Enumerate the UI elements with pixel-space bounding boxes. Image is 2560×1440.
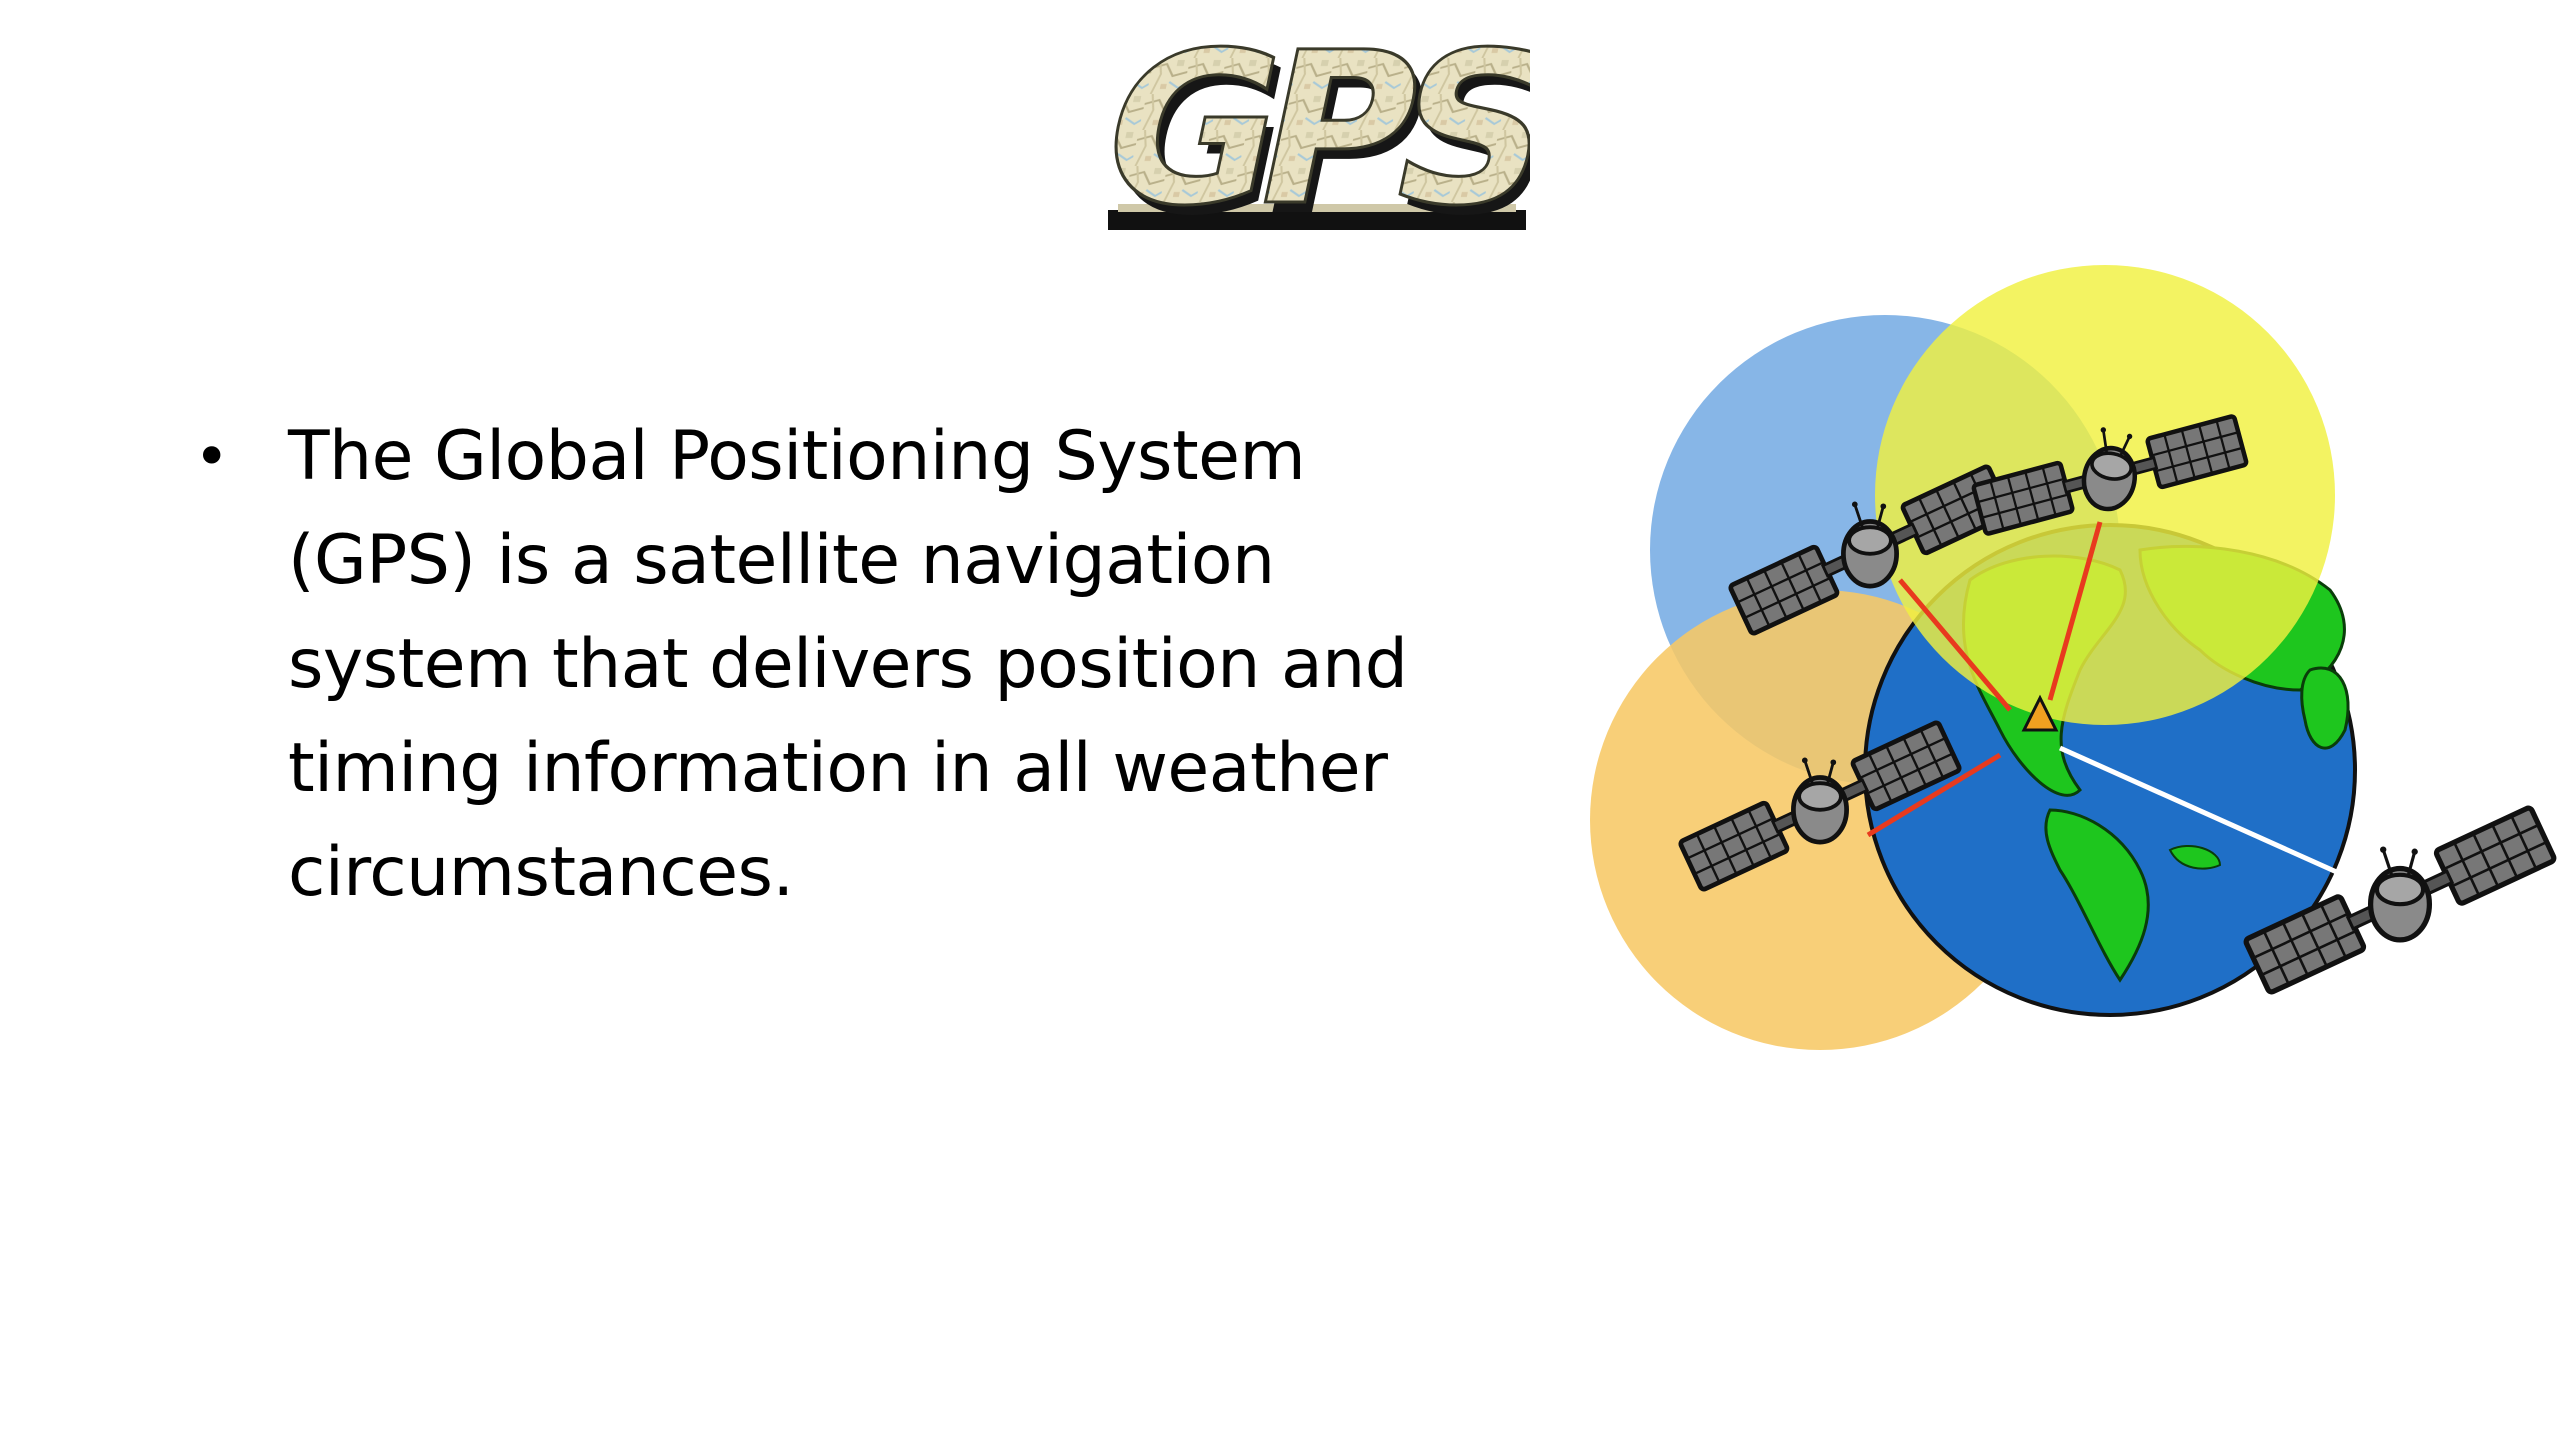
bullet-line: timing information in all weather [288,729,1388,808]
signal-lines [1866,521,2352,881]
receiver-marker [2021,694,2059,732]
bullet-item: • The Global Positioning System (GPS) is… [180,405,1500,925]
svg-text:GPS: GPS [1090,22,1530,252]
bullet-line: The Global Positioning System [288,417,1306,496]
bullet-line: system that delivers position and [288,625,1408,704]
bullet-line: circumstances. [288,833,794,912]
bullet-text: The Global Positioning System (GPS) is a… [288,405,1500,925]
bullet-line: (GPS) is a satellite navigation [288,521,1275,600]
gps-illustration [1590,265,2560,1050]
bullet-list: • The Global Positioning System (GPS) is… [180,405,1500,925]
bullet-marker: • [194,422,229,492]
gps-logo: GPS GPS [1090,22,1530,262]
svg-text:GPS: GPS [1090,22,1530,262]
